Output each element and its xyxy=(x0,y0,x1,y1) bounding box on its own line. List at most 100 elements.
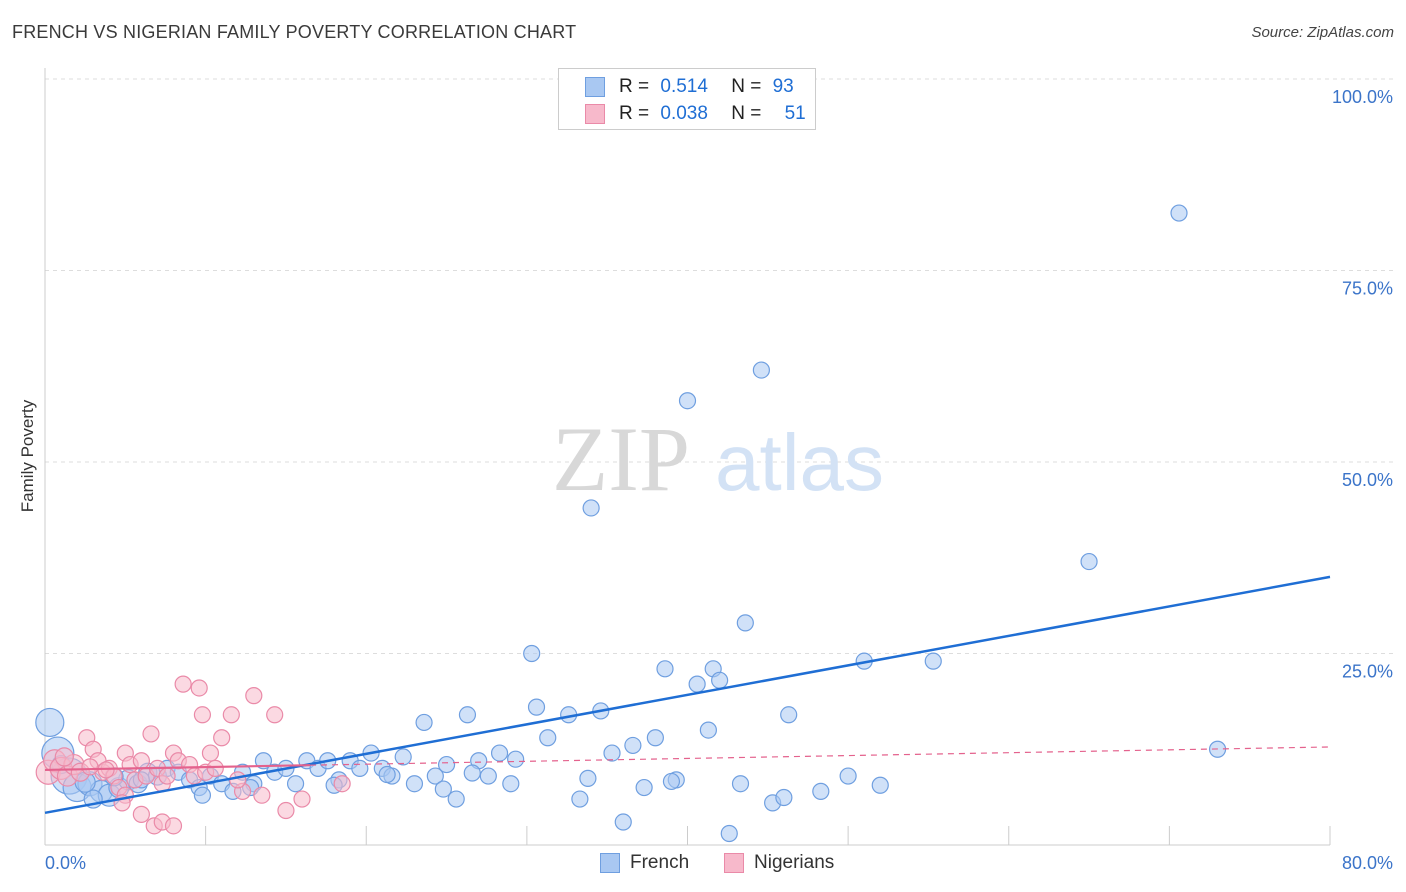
nigerians-n-value: 51 xyxy=(784,103,806,124)
bottom-french-swatch xyxy=(600,853,620,873)
bottom-french-label: French xyxy=(630,852,690,873)
french-point-83 xyxy=(378,765,396,784)
nigerian-point-30 xyxy=(206,759,224,778)
french-r-label: R = xyxy=(619,76,650,97)
nigerian-point-35 xyxy=(266,706,284,724)
nigerian-point-18 xyxy=(142,725,160,743)
french-swatch xyxy=(585,77,605,97)
bottom-nigerians-label: Nigerians xyxy=(754,852,835,873)
nigerian-point-37 xyxy=(132,805,150,823)
nigerian-point-46 xyxy=(293,790,311,808)
chart-title: FRENCH VS NIGERIAN FAMILY POVERTY CORREL… xyxy=(12,22,577,42)
nigerian-point-47 xyxy=(333,775,351,793)
french-point-66 xyxy=(736,614,754,632)
nigerian-point-49 xyxy=(193,706,212,724)
nigerian-point-21 xyxy=(158,767,176,785)
nigerians-r-value: 0.038 xyxy=(660,103,708,124)
french-point-43 xyxy=(490,744,509,762)
french-point-71 xyxy=(839,767,857,785)
nigerian-point-16 xyxy=(132,752,150,770)
french-point-54 xyxy=(624,736,642,755)
french-point-89 xyxy=(775,788,793,807)
french-point-34 xyxy=(394,748,412,766)
watermark-atlas: atlas xyxy=(715,418,884,507)
french-point-61 xyxy=(699,721,717,739)
french-n-label: N = xyxy=(731,76,762,97)
x-tick-label-max: 80.0% xyxy=(1342,853,1393,873)
nigerian-point-32 xyxy=(222,706,240,724)
french-point-45 xyxy=(523,644,541,663)
french-point-40 xyxy=(458,706,477,724)
french-point-49 xyxy=(571,790,589,808)
french-point-84 xyxy=(434,780,452,798)
french-point-67 xyxy=(752,361,770,379)
nigerian-point-34 xyxy=(245,687,263,705)
nigerian-point-45 xyxy=(229,771,247,789)
y-tick-label-75: 75.0% xyxy=(1342,279,1393,299)
french-point-63 xyxy=(711,671,729,689)
french-point-85 xyxy=(463,764,481,782)
watermark-zip: ZIP xyxy=(552,408,690,510)
french-point-69 xyxy=(780,706,798,724)
bottom-nigerians-swatch xyxy=(724,853,744,873)
french-point-39 xyxy=(447,790,465,808)
french-point-52 xyxy=(603,744,621,762)
french-point-0 xyxy=(35,707,65,738)
nigerians-swatch xyxy=(585,104,605,124)
french-point-24 xyxy=(286,775,305,793)
french-point-75 xyxy=(1170,204,1188,222)
french-point-90 xyxy=(871,776,889,794)
y-tick-label-25: 25.0% xyxy=(1342,662,1393,682)
source-credit: Source: ZipAtlas.com xyxy=(1251,24,1394,41)
french-point-87 xyxy=(579,769,597,787)
french-point-74 xyxy=(1080,552,1098,571)
french-r-value: 0.514 xyxy=(660,76,708,97)
french-point-57 xyxy=(656,660,674,678)
nigerian-trend-line-dashed xyxy=(310,746,1331,766)
nigerian-point-24 xyxy=(174,675,192,693)
french-point-21 xyxy=(254,752,273,770)
french-point-56 xyxy=(646,729,664,747)
french-n-value: 93 xyxy=(772,76,794,97)
french-point-36 xyxy=(415,713,433,732)
french-point-35 xyxy=(405,775,424,793)
points-layer xyxy=(35,204,1227,843)
nigerian-point-40 xyxy=(164,817,183,835)
x-tick-label-min: 0.0% xyxy=(45,853,86,873)
nigerian-point-48 xyxy=(253,786,271,804)
french-point-38 xyxy=(437,755,456,774)
nigerians-n-label: N = xyxy=(731,103,762,124)
french-point-60 xyxy=(688,675,706,693)
french-point-53 xyxy=(614,813,632,831)
french-point-65 xyxy=(731,775,750,793)
nigerian-point-27 xyxy=(190,679,208,697)
french-point-59 xyxy=(678,392,697,410)
nigerian-point-50 xyxy=(54,747,74,767)
french-point-50 xyxy=(582,499,600,517)
french-point-88 xyxy=(662,772,681,791)
y-tick-label-100: 100.0% xyxy=(1332,87,1393,107)
french-point-44 xyxy=(502,775,520,793)
nigerian-point-29 xyxy=(201,744,220,762)
trend-layer xyxy=(44,575,1331,815)
french-point-30 xyxy=(351,759,369,778)
french-point-46 xyxy=(527,698,546,716)
french-point-37 xyxy=(426,767,444,785)
french-point-70 xyxy=(812,782,830,800)
french-point-42 xyxy=(479,767,497,785)
nigerian-point-36 xyxy=(277,801,295,820)
french-trend-line xyxy=(44,575,1331,815)
nigerian-point-31 xyxy=(213,729,231,747)
nigerian-point-43 xyxy=(81,758,99,776)
french-point-86 xyxy=(507,750,525,768)
y-tick-label-50: 50.0% xyxy=(1342,470,1393,490)
french-point-73 xyxy=(924,652,942,670)
labels-layer: 100.0% 75.0% 50.0% 25.0% 0.0% 80.0% xyxy=(45,87,1393,873)
y-axis-title: Family Poverty xyxy=(18,399,37,512)
french-point-47 xyxy=(539,729,557,747)
bottom-legend-nigerians: Nigerians xyxy=(724,852,834,874)
bottom-legend-french: French xyxy=(600,852,689,874)
correlation-legend: R = 0.514 N = 93 R = 0.038 N = 51 xyxy=(558,68,816,130)
nigerians-r-label: R = xyxy=(619,103,650,124)
